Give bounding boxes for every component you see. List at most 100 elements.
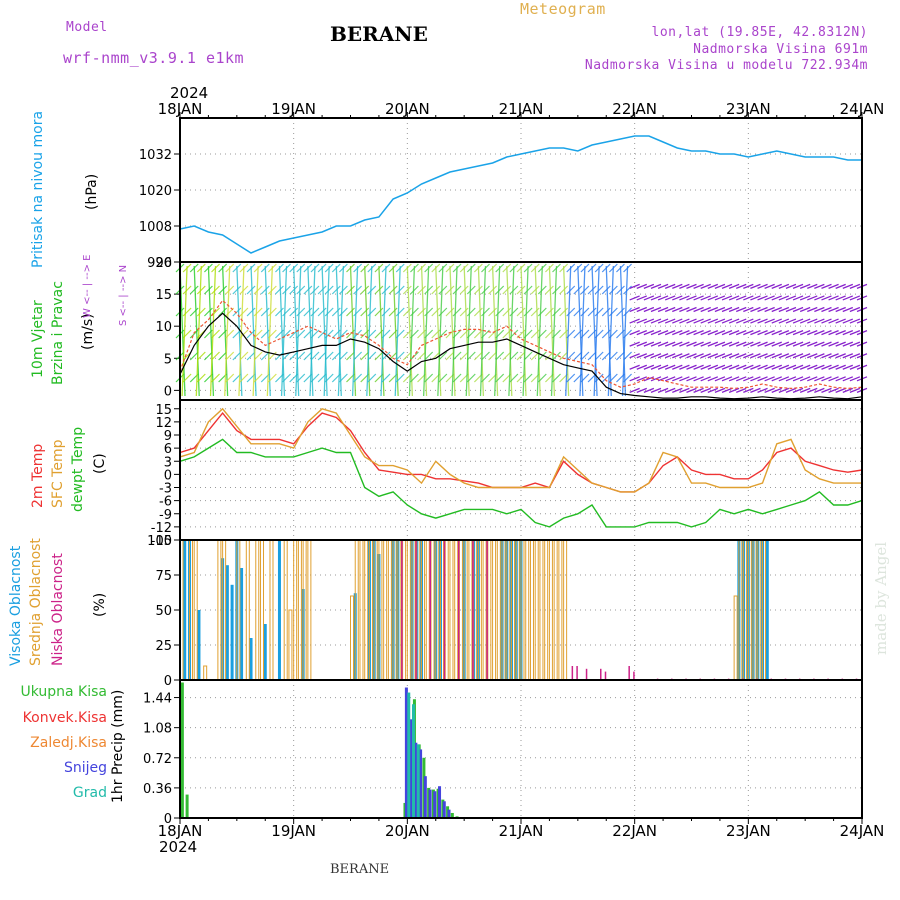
wind-barb xyxy=(367,307,377,317)
wind-barb xyxy=(778,341,790,347)
wind-barb xyxy=(672,353,683,359)
wind-barb xyxy=(764,364,775,370)
wind-speed-line xyxy=(179,312,863,400)
wind-barb xyxy=(757,387,768,393)
wind-barb xyxy=(792,353,804,359)
wind-barb xyxy=(360,307,370,317)
wind-barb xyxy=(417,351,426,361)
y-tick-label: 1008 xyxy=(139,220,172,235)
wind-barb xyxy=(643,330,655,336)
wind-barb xyxy=(338,373,348,383)
wind-barb xyxy=(559,351,569,361)
wind-barb xyxy=(360,329,370,339)
wind-barb xyxy=(395,329,405,339)
wind-barb xyxy=(792,330,804,336)
wind-barb xyxy=(253,285,263,295)
legend-zaledj-kisa: Zaledj.Kisa xyxy=(30,735,107,751)
wind-barb xyxy=(481,307,490,317)
y-tick-label: 1020 xyxy=(139,184,172,199)
legend-grad: Grad xyxy=(72,785,107,801)
y-tick-label: -12 xyxy=(151,521,172,536)
wind-barb xyxy=(587,329,597,339)
y-tick-label: 0 xyxy=(164,674,172,689)
wind-barb xyxy=(579,265,586,397)
wind-barb xyxy=(410,263,419,273)
cloud-bar-mid xyxy=(430,539,435,681)
wind-barb xyxy=(594,263,604,273)
wind-barb xyxy=(743,376,754,382)
cloud-bar-mid xyxy=(406,539,411,681)
wind-barb xyxy=(672,330,683,336)
wind-barb xyxy=(679,283,690,289)
wind-barb xyxy=(552,285,561,295)
wind-barb xyxy=(616,263,625,273)
wind-barb xyxy=(395,263,405,273)
wind-barb xyxy=(707,341,719,347)
wind-barb xyxy=(196,351,206,361)
cloud-bar-mid xyxy=(245,539,250,681)
wind-barb xyxy=(552,329,561,339)
wind-barb xyxy=(225,263,235,273)
wind-barb xyxy=(381,329,391,339)
wind-barb xyxy=(757,318,768,324)
wind-gust-line xyxy=(179,299,863,390)
wind-barb xyxy=(728,376,740,382)
wind-barb xyxy=(750,306,761,313)
y-tick-label: 996 xyxy=(147,256,172,271)
wind-barb xyxy=(303,285,313,295)
wind-barb xyxy=(580,263,590,273)
wind-barb xyxy=(303,263,313,273)
wind-barb xyxy=(629,306,640,313)
cloud-bar-mid xyxy=(534,539,539,681)
cloud-bar-mid xyxy=(454,539,459,681)
wind-barb xyxy=(686,376,697,382)
wind-barb xyxy=(218,351,228,361)
wind-barb xyxy=(679,330,690,336)
wind-barb xyxy=(367,351,377,361)
wind-barb xyxy=(735,353,747,359)
wind-barb xyxy=(700,376,711,382)
wind-barb xyxy=(785,387,797,393)
wind-barb xyxy=(232,351,242,361)
wind-barb xyxy=(580,285,590,295)
wind-barb xyxy=(686,306,697,313)
wind-barb xyxy=(693,353,704,359)
wind-barb xyxy=(743,387,754,393)
wind-barb xyxy=(182,329,192,339)
x-tick-label-bottom: 24JAN xyxy=(840,822,885,840)
model-label: Model xyxy=(66,20,108,35)
precip-bar-total-rain xyxy=(180,682,184,818)
wind-barb xyxy=(721,353,733,359)
wind-barb xyxy=(679,318,690,324)
wind-barb xyxy=(488,285,498,295)
y-tick-label: 20 xyxy=(155,256,172,271)
wind-barb xyxy=(771,353,782,359)
wind-barb xyxy=(821,306,832,313)
y-tick-label: 0.36 xyxy=(143,782,172,797)
wind-barb xyxy=(374,263,384,273)
wind-barb xyxy=(338,307,348,317)
wind-barb xyxy=(799,376,811,382)
x-tick-label-bottom: 22JAN xyxy=(612,822,657,840)
x-tick-label-top: 18JAN xyxy=(158,100,203,118)
wind-barb xyxy=(566,285,576,295)
wind-barb xyxy=(757,330,768,336)
wind-barb xyxy=(799,318,811,324)
wind-barb xyxy=(346,351,355,361)
wind-barb xyxy=(693,283,704,289)
bottom-station-label: BERANE xyxy=(330,862,390,877)
wind-barb xyxy=(310,285,320,295)
wind-barb xyxy=(799,364,811,370)
wind-barb xyxy=(494,265,501,397)
wind-barb xyxy=(203,285,213,295)
wind-barb xyxy=(714,318,726,324)
wind-barb xyxy=(181,265,188,397)
cloud-bar-high xyxy=(240,568,244,680)
wind-barb xyxy=(664,364,676,370)
wind-barb xyxy=(317,329,327,339)
wind-barb xyxy=(650,283,662,289)
cloud-bar-high xyxy=(765,540,769,680)
wind-barb xyxy=(280,265,288,397)
wind-barb xyxy=(380,265,387,397)
wind-barb xyxy=(196,373,206,383)
